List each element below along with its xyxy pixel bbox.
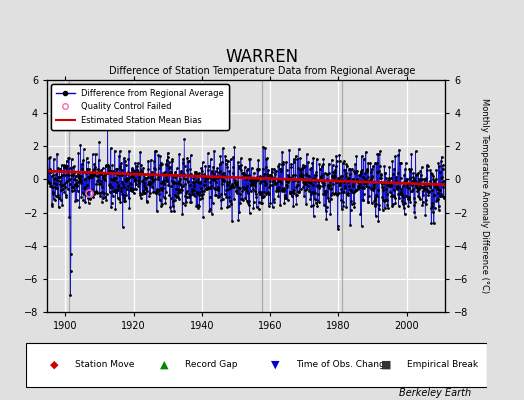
Text: ▼: ▼ — [271, 360, 279, 370]
Text: Berkeley Earth: Berkeley Earth — [399, 388, 472, 398]
Text: Record Gap: Record Gap — [185, 360, 238, 370]
Text: Station Move: Station Move — [74, 360, 134, 370]
Text: ◆: ◆ — [50, 360, 58, 370]
FancyBboxPatch shape — [26, 342, 487, 387]
Text: ▲: ▲ — [160, 360, 169, 370]
Text: ■: ■ — [380, 360, 391, 370]
Text: Time of Obs. Change: Time of Obs. Change — [296, 360, 390, 370]
Legend: Difference from Regional Average, Quality Control Failed, Estimated Station Mean: Difference from Regional Average, Qualit… — [51, 84, 229, 130]
Text: Empirical Break: Empirical Break — [407, 360, 478, 370]
Text: WARREN: WARREN — [225, 48, 299, 66]
Text: Difference of Station Temperature Data from Regional Average: Difference of Station Temperature Data f… — [109, 66, 415, 76]
Y-axis label: Monthly Temperature Anomaly Difference (°C): Monthly Temperature Anomaly Difference (… — [480, 98, 489, 294]
